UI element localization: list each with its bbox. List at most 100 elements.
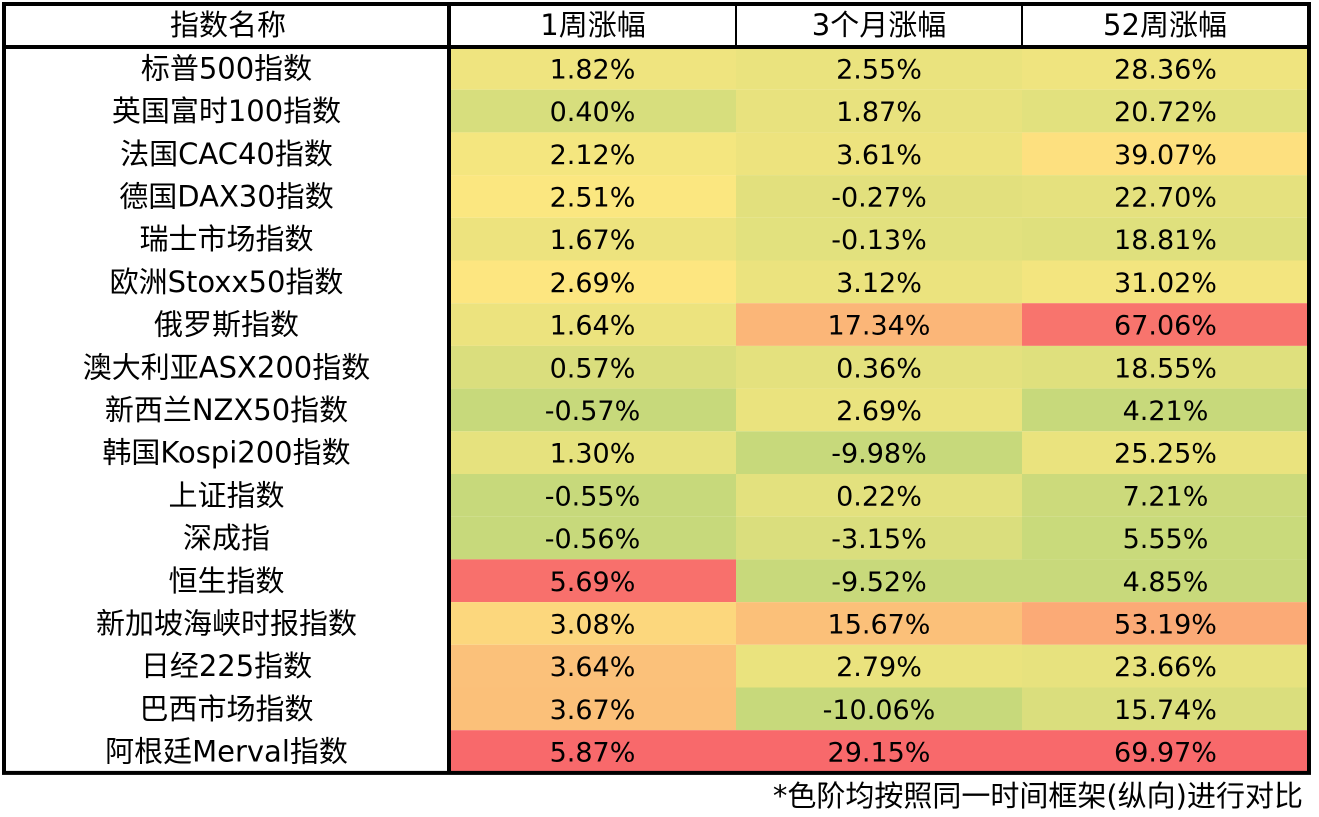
- row-label: 标普500指数: [141, 51, 312, 85]
- cell-value: 3.67%: [550, 695, 636, 726]
- heatmap-cell: [736, 602, 1022, 645]
- heatmap-cell: [1022, 260, 1309, 304]
- cell-value: 2.55%: [836, 54, 922, 85]
- cell-value: 1.82%: [550, 54, 636, 85]
- row-label: 深成指: [183, 521, 270, 555]
- heatmap-cell: [449, 388, 736, 432]
- heatmap-cell: [736, 687, 1022, 731]
- cell-value: 4.85%: [1123, 567, 1209, 598]
- heatmap-cell: [736, 175, 1022, 218]
- cell-value: 2.51%: [550, 182, 636, 213]
- cell-value: 29.15%: [828, 738, 931, 769]
- heatmap-cell: [1022, 474, 1309, 517]
- heatmap-cell: [1022, 132, 1309, 176]
- heatmap-cell: [736, 260, 1022, 304]
- cell-value: 1.30%: [550, 439, 636, 470]
- cell-value: 0.22%: [836, 481, 922, 512]
- cell-value: -0.27%: [831, 182, 927, 213]
- heatmap-cell: [1022, 175, 1309, 218]
- cell-value: -0.13%: [831, 225, 927, 256]
- cell-value: -9.52%: [831, 567, 927, 598]
- cell-value: 2.69%: [550, 268, 636, 299]
- heatmap-cell: [736, 431, 1022, 474]
- cell-value: 4.21%: [1123, 396, 1209, 427]
- header-col-1: 1周涨幅: [540, 8, 645, 42]
- cell-value: 5.55%: [1123, 524, 1209, 555]
- cell-value: 0.40%: [550, 97, 636, 128]
- heatmap-cell: [736, 345, 1022, 389]
- heatmap-cell: [1022, 602, 1309, 645]
- header-index-name: 指数名称: [170, 8, 286, 42]
- cell-value: -10.06%: [823, 695, 936, 726]
- heatmap-cell: [736, 474, 1022, 517]
- heatmap-cell: [449, 345, 736, 389]
- cell-value: 18.81%: [1114, 225, 1217, 256]
- cell-value: 17.34%: [828, 311, 931, 342]
- row-label: 阿根廷Merval指数: [105, 735, 348, 769]
- heatmap-cell: [736, 730, 1022, 773]
- heatmap-cell: [1022, 516, 1309, 560]
- heatmap-cell: [449, 431, 736, 474]
- cell-value: 25.25%: [1114, 439, 1217, 470]
- cell-value: 3.12%: [836, 268, 922, 299]
- row-label: 俄罗斯指数: [154, 308, 299, 342]
- cell-value: 53.19%: [1114, 609, 1217, 640]
- heatmap-cell: [1022, 431, 1309, 474]
- cell-value: 1.64%: [550, 311, 636, 342]
- heatmap-cell: [736, 47, 1022, 90]
- cell-value: 20.72%: [1114, 97, 1217, 128]
- cell-value: 5.87%: [550, 738, 636, 769]
- heatmap-cell: [736, 559, 1022, 603]
- heatmap-cell: [449, 644, 736, 688]
- row-label: 日经225指数: [141, 649, 312, 683]
- heatmap-cell: [1022, 388, 1309, 432]
- heatmap-cell: [736, 217, 1022, 261]
- heatmap-cell: [1022, 730, 1309, 773]
- cell-value: 3.64%: [550, 652, 636, 683]
- heatmap-cell: [736, 516, 1022, 560]
- row-label: 恒生指数: [168, 564, 284, 598]
- heatmap-cell: [449, 47, 736, 90]
- heatmap-cell: [1022, 644, 1309, 688]
- cell-value: -9.98%: [831, 439, 927, 470]
- heatmap-cell: [1022, 217, 1309, 261]
- cell-value: -3.15%: [831, 524, 927, 555]
- heatmap-cell: [1022, 47, 1309, 90]
- heatmap-cell: [449, 687, 736, 731]
- heatmap-cell: [736, 644, 1022, 688]
- cell-value: 18.55%: [1114, 353, 1217, 384]
- cell-value: 69.97%: [1114, 738, 1217, 769]
- row-label: 新西兰NZX50指数: [105, 393, 348, 427]
- cell-value: 28.36%: [1114, 54, 1217, 85]
- cell-value: 15.74%: [1114, 695, 1217, 726]
- heatmap-cell: [449, 559, 736, 603]
- row-label: 瑞士市场指数: [139, 222, 313, 256]
- table-outline: [2, 2, 1311, 775]
- heatmap-cell: [449, 132, 736, 176]
- heatmap-cell: [449, 217, 736, 261]
- heatmap-cell: [449, 260, 736, 304]
- row-label: 英国富时100指数: [112, 94, 341, 128]
- cell-value: -0.56%: [545, 524, 641, 555]
- cell-value: 31.02%: [1114, 268, 1217, 299]
- cell-value: 2.12%: [550, 140, 636, 171]
- heatmap-cell: [449, 175, 736, 218]
- row-label: 韩国Kospi200指数: [102, 436, 350, 470]
- heatmap-cell: [736, 132, 1022, 176]
- cell-value: 15.67%: [828, 609, 931, 640]
- heatmap-cell: [449, 474, 736, 517]
- heatmap-cell: [449, 303, 736, 346]
- table-borders: [2, 2, 1311, 775]
- cell-value: 67.06%: [1114, 311, 1217, 342]
- cell-value: 1.87%: [836, 97, 922, 128]
- cell-value: 3.08%: [550, 609, 636, 640]
- table-body: 标普500指数 1.82% 2.55% 28.36% 英国富时100指数 0.40% 1.8…: [83, 47, 1309, 773]
- row-label: 德国DAX30指数: [119, 179, 333, 213]
- heatmap-cell: [1022, 303, 1309, 346]
- header-col-2: 3个月涨幅: [812, 8, 946, 42]
- heatmap-cell: [736, 388, 1022, 432]
- row-label: 上证指数: [168, 478, 284, 512]
- heatmap-cell: [1022, 89, 1309, 133]
- heatmap-cell: [1022, 559, 1309, 603]
